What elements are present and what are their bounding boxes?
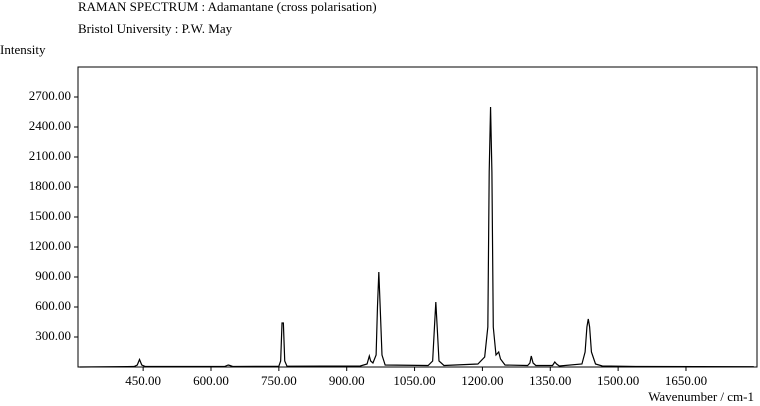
spectrum-line xyxy=(79,106,754,368)
x-tick-label: 1200.00 xyxy=(461,373,503,388)
x-axis-label: Wavenumber / cm-1 xyxy=(648,389,754,404)
y-tick-label: 1500.00 xyxy=(29,208,71,223)
x-tick-label: 600.00 xyxy=(193,373,229,388)
x-tick-label: 900.00 xyxy=(329,373,365,388)
y-tick-label: 300.00 xyxy=(35,328,71,343)
x-tick-label: 450.00 xyxy=(125,373,161,388)
y-tick-label: 2100.00 xyxy=(29,148,71,163)
x-tick-label: 1050.00 xyxy=(393,373,435,388)
y-tick-label: 600.00 xyxy=(35,298,71,313)
y-tick-label: 900.00 xyxy=(35,268,71,283)
x-tick-label: 1500.00 xyxy=(597,373,639,388)
y-axis-label: Intensity xyxy=(0,42,46,57)
plot-frame xyxy=(77,66,758,368)
y-tick-label: 2700.00 xyxy=(29,88,71,103)
y-tick-label: 1800.00 xyxy=(29,178,71,193)
chart-title: RAMAN SPECTRUM : Adamantane (cross polar… xyxy=(78,0,377,14)
x-tick-label: 750.00 xyxy=(261,373,297,388)
y-tick-label: 2400.00 xyxy=(29,118,71,133)
x-tick-label: 1350.00 xyxy=(529,373,571,388)
x-tick-label: 1650.00 xyxy=(665,373,707,388)
chart-subtitle: Bristol University : P.W. May xyxy=(78,21,233,36)
y-tick-label: 1200.00 xyxy=(29,238,71,253)
